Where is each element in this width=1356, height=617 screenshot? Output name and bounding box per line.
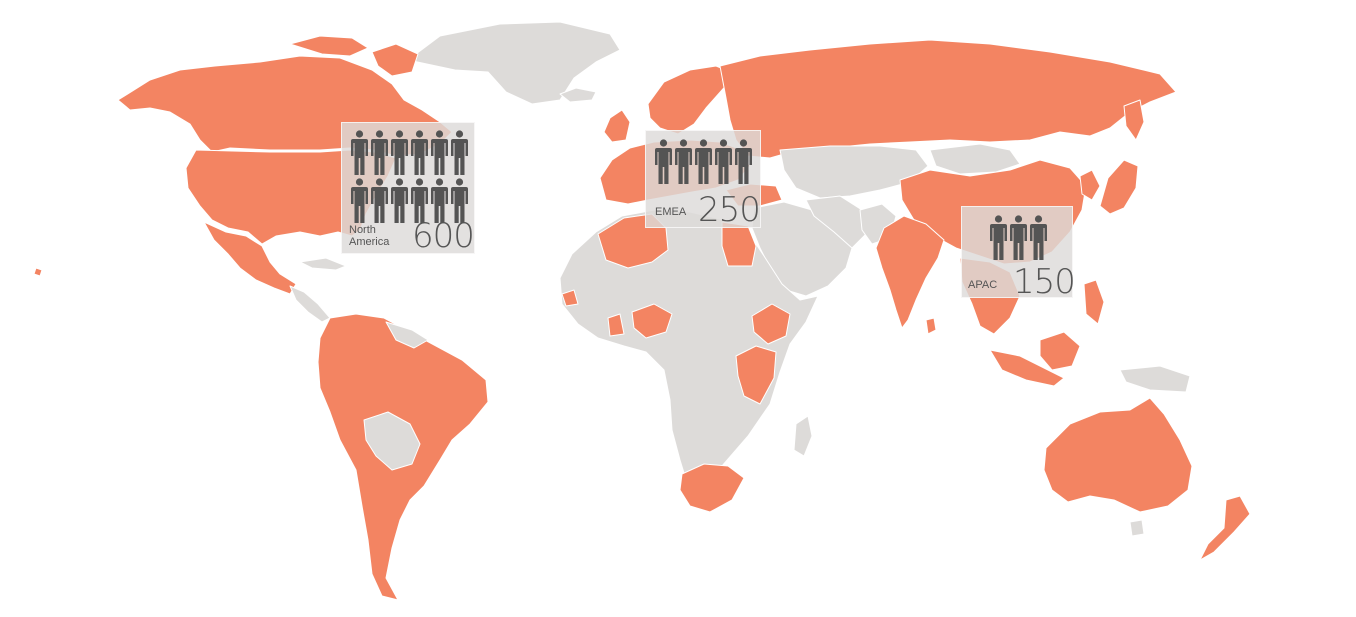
person-icon [350, 130, 369, 176]
map-australia [1043, 397, 1193, 513]
people-group-emea [654, 139, 758, 187]
person-icon [989, 215, 1008, 261]
person-icon [410, 130, 429, 176]
map-korea [1079, 169, 1101, 201]
region-panel-emea: EMEA 250 [645, 130, 761, 228]
person-icon [430, 178, 449, 224]
map-new-guinea [1119, 365, 1191, 393]
person-icon [410, 178, 429, 224]
map-east-africa [735, 345, 777, 405]
map-mongolia [929, 143, 1021, 175]
person-icon [430, 130, 449, 176]
map-philippines [1083, 279, 1105, 325]
map-iceland [559, 87, 597, 103]
person-icon [370, 178, 389, 224]
map-tasmania [1129, 519, 1145, 537]
person-icon [390, 130, 409, 176]
map-west-africa-spot [561, 289, 579, 307]
region-panel-apac: APAC 150 [961, 206, 1076, 302]
map-greenland [407, 21, 621, 105]
map-uk [603, 109, 631, 143]
region-panel-north-america: North America 600 [341, 122, 475, 254]
person-icon [1029, 215, 1048, 261]
map-madagascar [793, 415, 813, 457]
person-icon [674, 139, 693, 185]
map-central-america [289, 285, 331, 323]
map-central-asia [779, 145, 929, 199]
map-indonesia [989, 349, 1065, 387]
map-japan [1099, 159, 1139, 215]
person-icon [714, 139, 733, 185]
map-iran [805, 195, 869, 249]
map-india [875, 215, 945, 329]
person-icon [654, 139, 673, 185]
person-icon [450, 178, 469, 224]
person-icon [370, 130, 389, 176]
region-value-apac: 150 [1013, 262, 1076, 302]
map-sri-lanka [925, 317, 937, 335]
map-nigeria [631, 303, 673, 339]
person-icon [1009, 215, 1028, 261]
map-kamchatka [1123, 99, 1145, 141]
map-south-africa [679, 463, 745, 513]
map-russia [719, 39, 1177, 159]
people-group-north-america [350, 130, 470, 226]
region-label-north-america: North America [349, 224, 390, 248]
map-caribbean [299, 257, 347, 271]
region-value-north-america: 600 [412, 216, 475, 256]
region-value-emea: 250 [698, 190, 761, 230]
person-icon [734, 139, 753, 185]
map-guianas [385, 321, 429, 349]
person-icon [694, 139, 713, 185]
map-arctic-islands [289, 35, 369, 57]
region-label-emea: EMEA [655, 206, 687, 218]
people-group-apac [989, 215, 1059, 263]
map-hawaii [33, 267, 43, 277]
map-borneo [1039, 331, 1081, 371]
person-icon [450, 130, 469, 176]
map-ivory-coast [607, 313, 625, 337]
region-label-apac: APAC [968, 279, 998, 291]
person-icon [390, 178, 409, 224]
person-icon [350, 178, 369, 224]
map-bolivia-paraguay [363, 411, 421, 471]
map-new-zealand [1199, 495, 1251, 561]
map-scandinavia [647, 65, 737, 135]
map-ethiopia [751, 303, 791, 345]
map-baffin [371, 43, 419, 77]
